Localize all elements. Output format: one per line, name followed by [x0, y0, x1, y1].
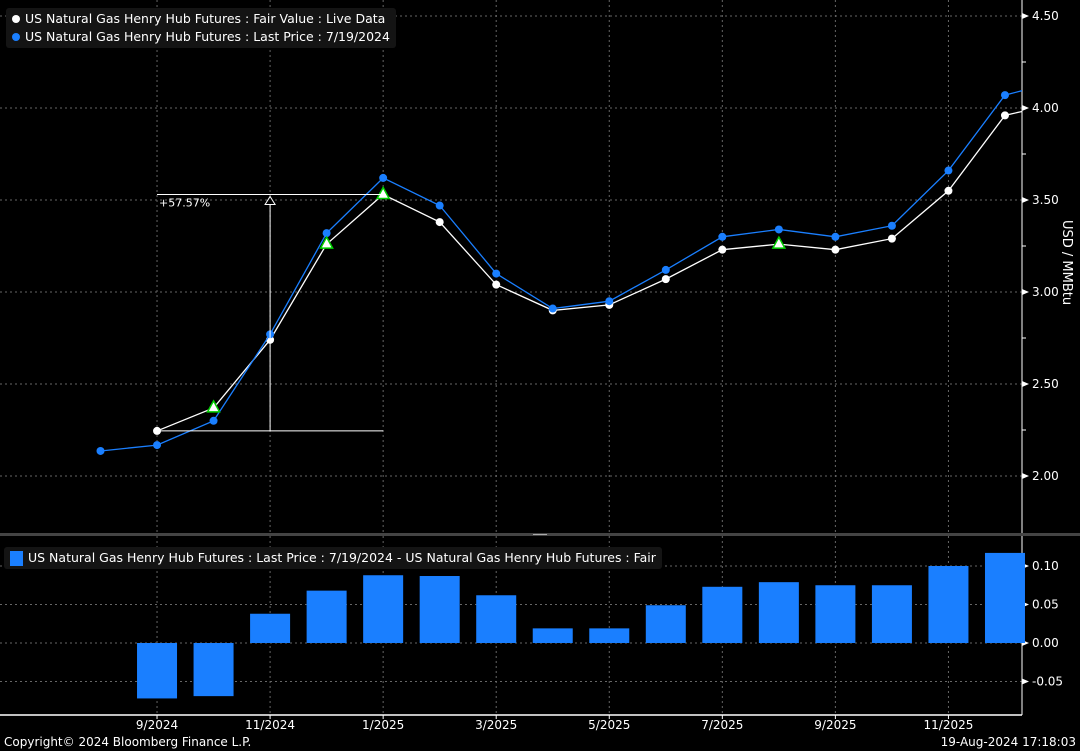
bar-4-2025: [532, 628, 573, 643]
y-tick-label: 4.50: [1032, 9, 1059, 23]
data-point: [435, 218, 444, 227]
bar-11-2025: [928, 566, 969, 643]
data-point: [1000, 91, 1009, 100]
tick-arrow: [1022, 197, 1029, 203]
bar-10-2024: [193, 643, 234, 697]
blue-square-icon: [10, 550, 23, 566]
y-tick-label: 2.00: [1032, 469, 1059, 483]
bar-12-2024: [306, 590, 347, 643]
measure-label: +57.57%: [159, 196, 210, 209]
x-tick-label: 11/2025: [924, 718, 974, 732]
data-point: [661, 265, 670, 274]
data-point: [774, 225, 783, 234]
white-dot-icon: [12, 15, 20, 23]
data-point: [435, 201, 444, 210]
data-point: [887, 221, 896, 230]
bar-9-2025: [815, 585, 856, 643]
tick-arrow: [1022, 13, 1029, 19]
data-point: [379, 173, 388, 182]
bar-10-2025: [871, 585, 912, 643]
divider-handle: [533, 534, 547, 535]
timestamp: 19-Aug-2024 17:18:03: [940, 735, 1076, 749]
top-legend: US Natural Gas Henry Hub Futures : Fair …: [6, 8, 396, 48]
bar-2-2025: [419, 576, 460, 643]
copyright: Copyright© 2024 Bloomberg Finance L.P.: [4, 735, 252, 749]
tick-arrow: [1022, 678, 1029, 685]
data-point: [605, 297, 614, 306]
data-point: [548, 304, 557, 313]
bar-9-2024: [137, 643, 178, 699]
data-point: [96, 446, 105, 455]
bar-6-2025: [645, 605, 686, 643]
data-point: [322, 229, 331, 238]
triangle-marker-icon: [771, 235, 787, 249]
tick-arrow: [1022, 105, 1029, 111]
y-tick-label: -0.05: [1032, 675, 1063, 689]
data-point: [492, 280, 501, 289]
legend-item-spread[interactable]: US Natural Gas Henry Hub Futures : Last …: [10, 549, 656, 567]
legend-item-last-price[interactable]: US Natural Gas Henry Hub Futures : Last …: [12, 28, 390, 46]
data-point: [1000, 111, 1009, 120]
tick-arrow: [1022, 473, 1029, 479]
y-tick-label: 3.00: [1032, 285, 1059, 299]
data-point: [209, 416, 218, 425]
x-tick-label: 9/2024: [136, 718, 178, 732]
data-point: [492, 269, 501, 278]
bar-7-2025: [702, 586, 743, 643]
y-tick-label: 4.00: [1032, 101, 1059, 115]
x-tick-label: 5/2025: [588, 718, 630, 732]
data-point: [944, 166, 953, 175]
y-tick-label: 0.00: [1032, 636, 1059, 650]
x-tick-label: 3/2025: [475, 718, 517, 732]
bar-8-2025: [758, 582, 799, 643]
y-tick-label: 0.05: [1032, 598, 1059, 612]
y-tick-label: 2.50: [1032, 377, 1059, 391]
x-tick-label: 1/2025: [362, 718, 404, 732]
arrow-up-icon: [264, 195, 276, 205]
data-point: [831, 232, 840, 241]
triangle-marker-icon: [375, 185, 391, 200]
bar-5-2025: [589, 628, 630, 643]
series-line-last-price: [100, 90, 1022, 452]
data-point: [153, 441, 162, 450]
bottom-legend: US Natural Gas Henry Hub Futures : Last …: [4, 547, 662, 569]
y-tick-label: 0.10: [1032, 559, 1059, 573]
tick-arrow: [1022, 381, 1029, 387]
data-point: [944, 186, 953, 195]
bar-12-2025: [984, 552, 1025, 643]
series-group: [96, 90, 1022, 455]
x-tick-label: 11/2024: [245, 718, 295, 732]
x-tick-label: 9/2025: [814, 718, 856, 732]
y-axis-title: USD / MMBtu: [1059, 220, 1074, 306]
blue-dot-icon: [12, 33, 20, 41]
bar-1-2025: [363, 575, 404, 643]
bar-3-2025: [476, 595, 517, 643]
data-point: [718, 232, 727, 241]
x-tick-label: 7/2025: [701, 718, 743, 732]
data-point: [887, 234, 896, 243]
data-point: [831, 245, 840, 254]
triangle-marker-icon: [206, 399, 221, 413]
triangle-marker-icon: [319, 235, 334, 249]
bar-11-2024: [250, 613, 291, 643]
legend-item-fair-value[interactable]: US Natural Gas Henry Hub Futures : Fair …: [12, 10, 390, 28]
data-point: [661, 275, 670, 284]
tick-arrow: [1022, 289, 1029, 295]
y-tick-label: 3.50: [1032, 193, 1059, 207]
data-point: [718, 245, 727, 254]
